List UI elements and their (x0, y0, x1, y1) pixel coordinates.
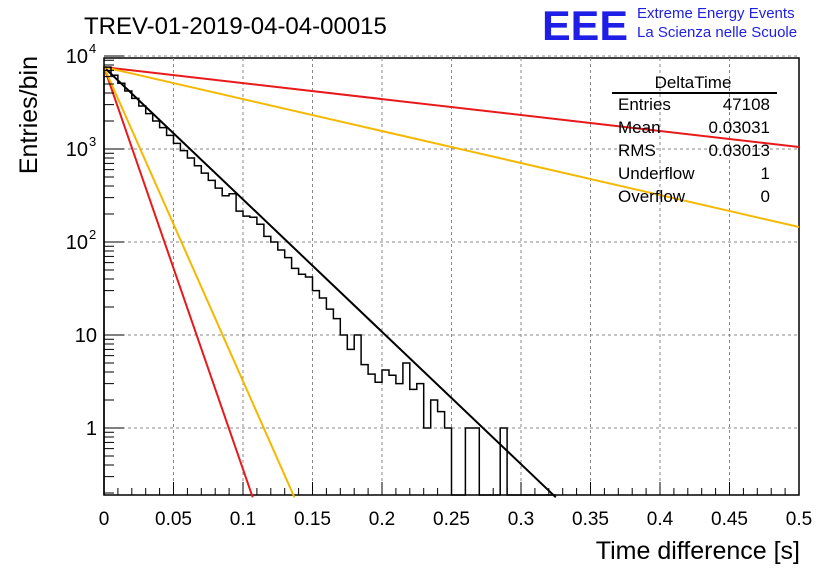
x-tick-label: 0.4 (647, 509, 674, 530)
stats-value: 0 (761, 187, 770, 206)
y-tick-label: 10 (66, 139, 88, 161)
series-line (103, 66, 557, 499)
stats-label: Underflow (618, 164, 695, 183)
stats-label: Mean (618, 118, 661, 137)
logo-line-2: La Scienza nelle Scuole (637, 24, 797, 41)
x-tick-label: 0.1 (230, 509, 256, 530)
y-tick-exponent: 2 (89, 227, 96, 242)
x-axis-label: Time difference [s] (596, 537, 800, 565)
stats-value: 47108 (723, 95, 770, 114)
series-line (103, 66, 800, 228)
x-tick-label: 0.35 (572, 509, 609, 530)
x-tick-label: 0.3 (508, 509, 534, 530)
stats-value: 0.03031 (709, 118, 770, 137)
x-tick-label: 0.15 (294, 509, 331, 530)
grid-lines (104, 55, 799, 495)
y-tick-label: 10 (66, 232, 88, 254)
y-tick-label: 1 (86, 418, 97, 440)
stats-label: Overflow (618, 187, 686, 206)
stats-label: Entries (618, 95, 671, 114)
x-tick-label: 0.45 (711, 509, 748, 530)
eee-logo: EEE (542, 2, 628, 49)
x-tick-label: 0.2 (369, 509, 395, 530)
x-tick-label: 0.25 (433, 509, 470, 530)
y-tick-exponent: 4 (89, 41, 96, 56)
fit-curves (103, 66, 800, 499)
series-line (103, 66, 296, 498)
series-line (103, 66, 800, 148)
series-line (103, 66, 254, 498)
stats-value: 1 (761, 164, 770, 183)
chart-title: TREV-01-2019-04-04-00015 (84, 13, 387, 40)
axis-ticks (103, 55, 800, 495)
x-tick-labels: 0 0.05 0.1 0.15 0.2 0.25 0.3 0.35 0.4 0.45 0.5 (99, 509, 813, 530)
y-tick-exponent: 3 (89, 134, 96, 149)
y-tick-label: 10 (75, 325, 97, 347)
y-axis-label: Entries/bin (15, 56, 43, 174)
histogram-bars (103, 66, 556, 496)
stats-title: DeltaTime (655, 73, 732, 92)
stats-box: DeltaTime Entries 47108 Mean 0.03031 RMS 0.03… (612, 73, 777, 206)
y-tick-label: 10 (66, 46, 88, 68)
logo-line-1: Extreme Energy Events (637, 5, 795, 22)
x-tick-label: 0.05 (155, 509, 192, 530)
stats-label: RMS (618, 141, 656, 160)
x-tick-label: 0 (99, 509, 110, 530)
stats-value: 0.03013 (709, 141, 770, 160)
x-tick-label: 0.5 (786, 509, 812, 530)
